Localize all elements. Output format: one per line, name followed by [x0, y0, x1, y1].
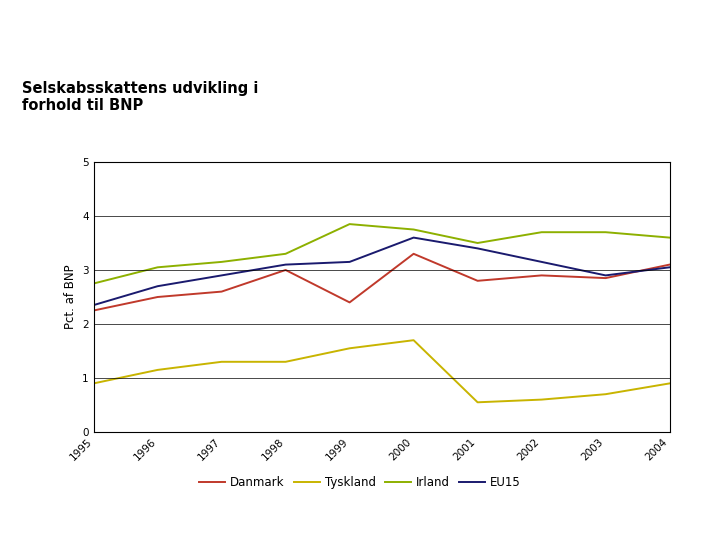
Danmark [89, 307, 98, 314]
Tyskland [89, 380, 98, 387]
Tyskland [346, 345, 354, 352]
Line: Danmark: Danmark [94, 254, 670, 310]
Danmark [217, 288, 226, 295]
Text: Selskabsskattens udvikling i
forhold til BNP: Selskabsskattens udvikling i forhold til… [22, 81, 258, 113]
Line: Irland: Irland [94, 224, 670, 284]
Tyskland [153, 367, 162, 373]
Line: EU15: EU15 [94, 238, 670, 305]
Y-axis label: Pct. af BNP: Pct. af BNP [63, 265, 76, 329]
Tyskland [537, 396, 546, 403]
EU15 [282, 261, 290, 268]
Text: Skatteministeriet & Økonomi- og Erhvervsministeriet: Skatteministeriet & Økonomi- og Erhvervs… [27, 25, 720, 52]
Irland [473, 240, 482, 246]
EU15 [601, 272, 610, 279]
Irland [409, 226, 418, 233]
Danmark [282, 267, 290, 273]
Tyskland [473, 399, 482, 406]
EU15 [537, 259, 546, 265]
Tyskland [409, 337, 418, 343]
Irland [89, 280, 98, 287]
Legend: Danmark, Tyskland, Irland, EU15: Danmark, Tyskland, Irland, EU15 [194, 471, 526, 494]
Irland [346, 221, 354, 227]
EU15 [473, 245, 482, 252]
EU15 [217, 272, 226, 279]
Irland [537, 229, 546, 235]
Tyskland [601, 391, 610, 397]
Tyskland [665, 380, 674, 387]
Danmark [537, 272, 546, 279]
EU15 [153, 283, 162, 289]
Line: Tyskland: Tyskland [94, 340, 670, 402]
Irland [601, 229, 610, 235]
Danmark [473, 278, 482, 284]
EU15 [89, 302, 98, 308]
Danmark [346, 299, 354, 306]
Tyskland [282, 359, 290, 365]
Tyskland [217, 359, 226, 365]
EU15 [346, 259, 354, 265]
Irland [217, 259, 226, 265]
EU15 [409, 234, 418, 241]
Irland [153, 264, 162, 271]
Danmark [665, 261, 674, 268]
Danmark [153, 294, 162, 300]
Danmark [601, 275, 610, 281]
Danmark [409, 251, 418, 257]
Irland [282, 251, 290, 257]
EU15 [665, 264, 674, 271]
Irland [665, 234, 674, 241]
